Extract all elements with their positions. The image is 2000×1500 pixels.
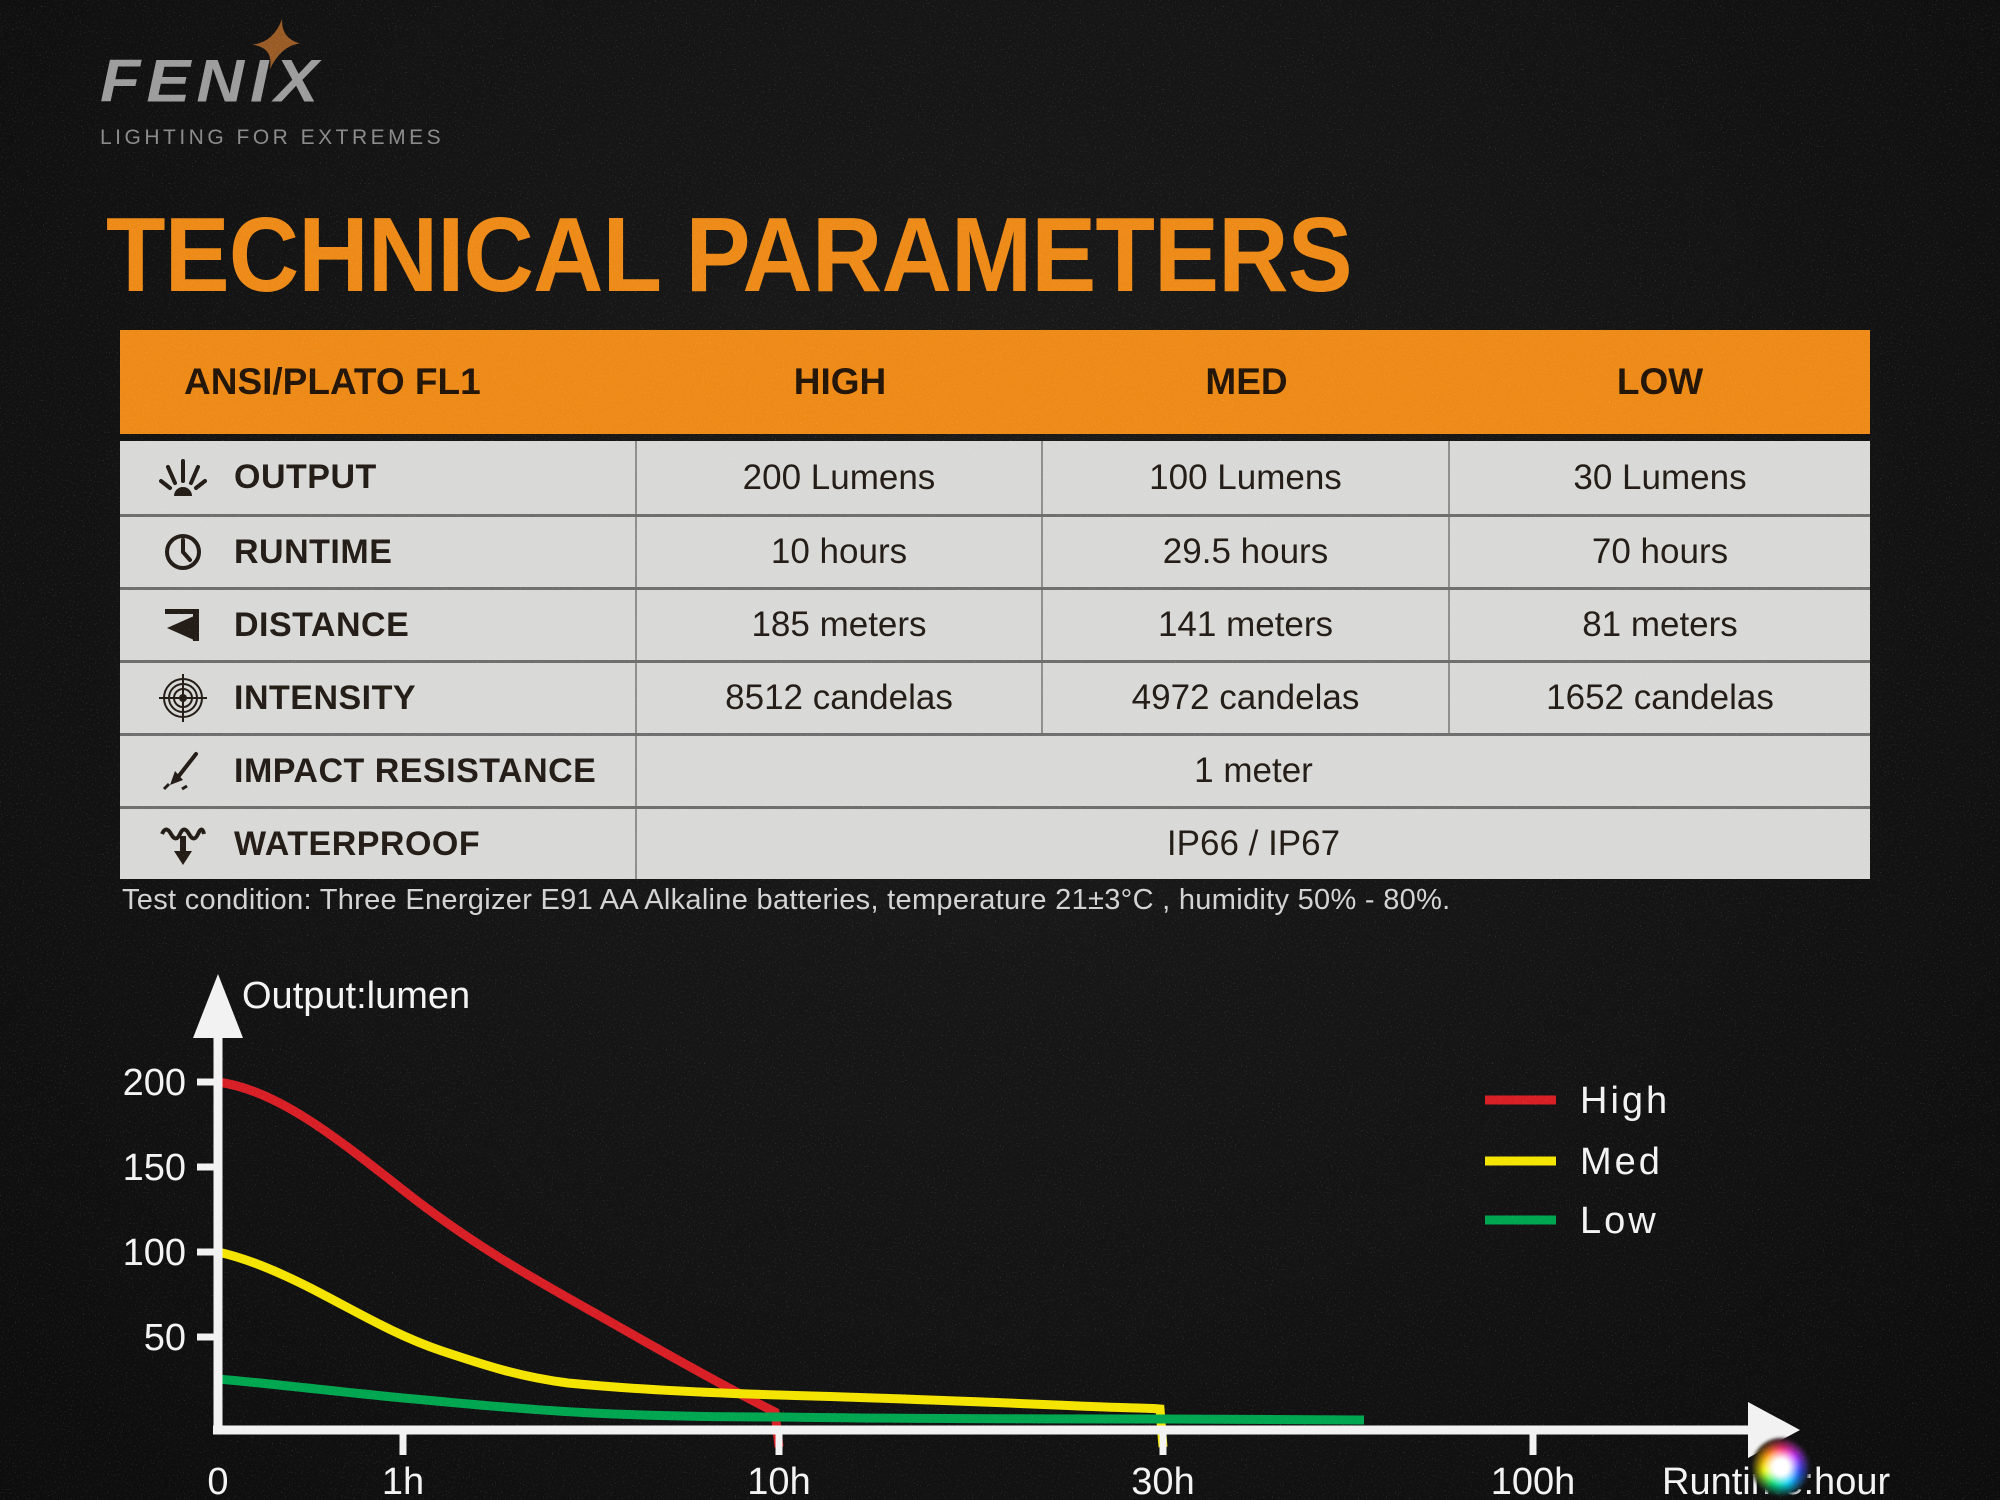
row-label: OUTPUT — [234, 458, 377, 496]
page-title: TECHNICAL PARAMETERS — [106, 196, 1353, 314]
waterproof-value: IP66 / IP67 — [1166, 824, 1341, 863]
y-tick-label-150: 150 — [123, 1147, 186, 1189]
table-header-row: ANSI/PLATO FL1 HIGH MED LOW — [120, 330, 1870, 434]
table-row-intensity: INTENSITY 8512 candelas 4972 candelas 16… — [120, 660, 1870, 733]
row-label: DISTANCE — [234, 605, 410, 644]
table-row-output: OUTPUT 200 Lumens 100 Lumens 30 Lumens — [120, 441, 1870, 514]
brightness-burst-icon — [158, 456, 208, 500]
brand-name: FENIX — [100, 46, 325, 115]
spec-table: ANSI/PLATO FL1 HIGH MED LOW — [120, 330, 1870, 879]
beam-distance-icon — [158, 603, 208, 647]
intensity-med: 4972 candelas — [1043, 663, 1450, 733]
y-tick-label-100: 100 — [123, 1232, 186, 1274]
row-label-cell: RUNTIME — [120, 517, 637, 587]
row-label: INTENSITY — [234, 678, 417, 717]
row-label-cell: OUTPUT — [120, 441, 637, 514]
column-header-high: HIGH — [793, 361, 887, 402]
runtime-high: 10 hours — [637, 517, 1043, 587]
runtime-med: 29.5 hours — [1043, 517, 1450, 587]
test-condition-note: Test condition: Three Energizer E91 AA A… — [122, 884, 1451, 916]
table-row-impact-resistance: IMPACT RESISTANCE 1 meter — [120, 733, 1870, 806]
distance-low: 81 meters — [1582, 605, 1738, 644]
row-label-cell: IMPACT RESISTANCE — [120, 736, 637, 806]
row-label-cell: INTENSITY — [120, 663, 637, 733]
table-row-waterproof: WATERPROOF IP66 / IP67 — [120, 806, 1870, 879]
y-axis-arrow — [193, 974, 243, 1038]
y-tick-label-50: 50 — [144, 1317, 186, 1359]
row-label-cell: DISTANCE — [120, 590, 637, 660]
row-label: IMPACT RESISTANCE — [234, 751, 597, 790]
legend-label-low: Low — [1580, 1200, 1659, 1242]
y-tick-label-200: 200 — [123, 1062, 186, 1104]
row-label-cell: WATERPROOF — [120, 809, 637, 879]
row-label: WATERPROOF — [234, 824, 481, 863]
x-tick-label-30h: 30h — [1131, 1461, 1194, 1500]
legend-label-med: Med — [1580, 1141, 1663, 1183]
intensity-low: 1652 candelas — [1546, 678, 1774, 717]
intensity-target-icon — [158, 673, 208, 723]
y-axis-title: Output:lumen — [242, 975, 470, 1017]
lens-flare-dot — [1752, 1438, 1810, 1496]
impact-resistance-value: 1 meter — [1194, 751, 1313, 790]
row-label: RUNTIME — [234, 532, 393, 571]
impact-drop-icon — [158, 749, 208, 793]
distance-high: 185 meters — [637, 590, 1043, 660]
output-low: 30 Lumens — [1573, 457, 1747, 497]
distance-med: 141 meters — [1043, 590, 1450, 660]
table-row-runtime: RUNTIME 10 hours 29.5 hours 70 hours — [120, 514, 1870, 587]
column-header-low: LOW — [1616, 361, 1704, 402]
brand-tagline: LIGHTING FOR EXTREMES — [100, 126, 445, 149]
runtime-low: 70 hours — [1591, 532, 1729, 571]
x-tick-label-100h: 100h — [1491, 1461, 1576, 1500]
table-body: OUTPUT 200 Lumens 100 Lumens 30 Lumens R — [120, 441, 1870, 879]
table-row-distance: DISTANCE 185 meters 141 meters 81 meters — [120, 587, 1870, 660]
output-high: 200 Lumens — [637, 441, 1043, 514]
clock-icon — [158, 530, 208, 574]
x-tick-label-1h: 1h — [382, 1461, 424, 1500]
runtime-chart: Output:lumen 200 150 100 50 0 1h 10h 30h… — [123, 974, 1890, 1500]
output-med: 100 Lumens — [1043, 441, 1450, 514]
intensity-high: 8512 candelas — [637, 663, 1043, 733]
waterproof-icon — [158, 821, 208, 867]
fenix-logo: FENIX LIGHTING FOR EXTREMES — [100, 18, 445, 150]
x-tick-label-10h: 10h — [747, 1461, 810, 1500]
column-header-med: MED — [1205, 361, 1288, 402]
table-corner-label: ANSI/PLATO FL1 — [184, 361, 481, 402]
x-tick-label-0: 0 — [207, 1461, 228, 1500]
chart-legend: High Med Low — [1485, 1080, 1670, 1242]
legend-label-high: High — [1580, 1080, 1670, 1122]
